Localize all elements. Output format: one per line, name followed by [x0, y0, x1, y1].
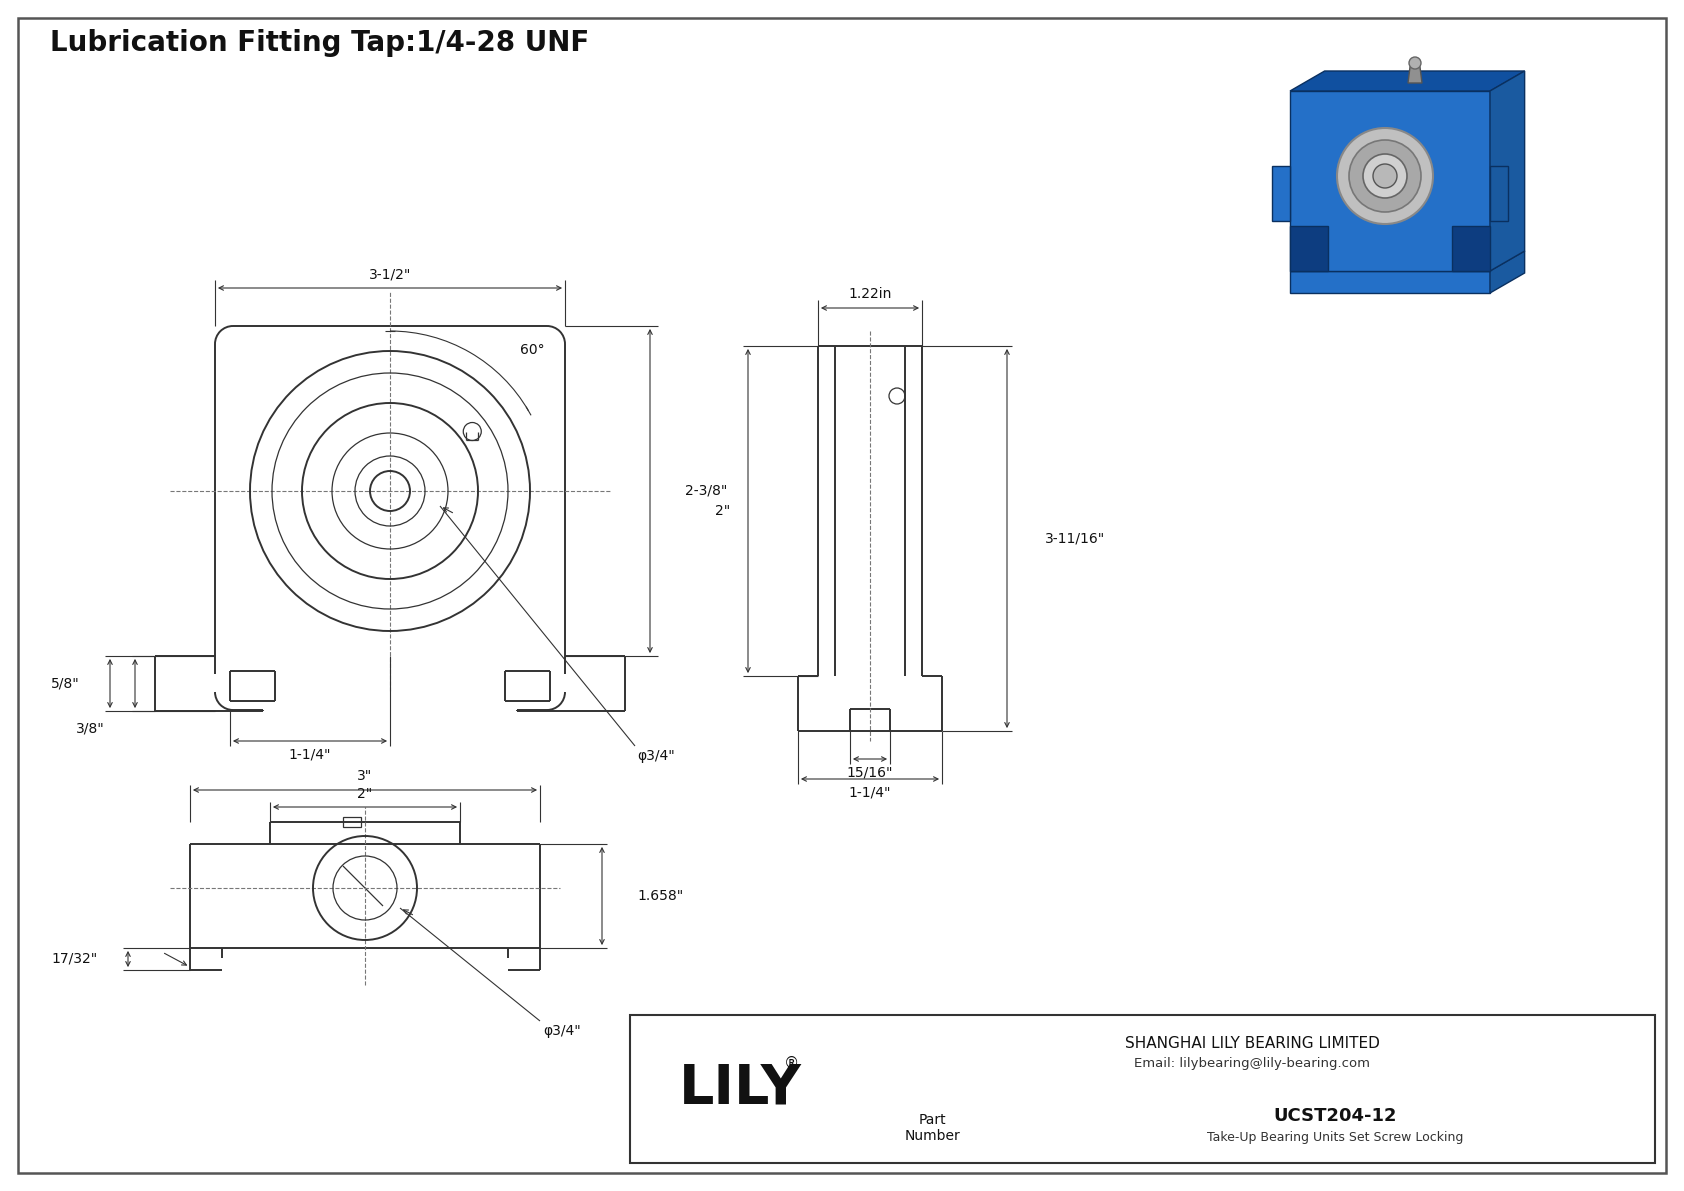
Text: 1-1/4": 1-1/4" [849, 786, 891, 800]
Text: 2-3/8": 2-3/8" [685, 484, 727, 498]
Text: 2": 2" [357, 787, 372, 802]
Text: Part
Number: Part Number [904, 1112, 960, 1143]
Text: Email: lilybearing@lily-bearing.com: Email: lilybearing@lily-bearing.com [1135, 1058, 1371, 1071]
Circle shape [1410, 57, 1421, 69]
Text: LILY: LILY [679, 1062, 802, 1116]
Text: 2": 2" [714, 504, 729, 518]
Text: 1-1/4": 1-1/4" [288, 748, 332, 762]
Text: 3-1/2": 3-1/2" [369, 267, 411, 281]
Circle shape [1337, 127, 1433, 224]
Polygon shape [1290, 272, 1490, 293]
Bar [630, 1015, 1655, 1162]
Text: UCST204-12: UCST204-12 [1273, 1106, 1396, 1125]
Text: Lubrication Fitting Tap:1/4-28 UNF: Lubrication Fitting Tap:1/4-28 UNF [51, 29, 589, 57]
Text: 5/8": 5/8" [51, 676, 81, 691]
Text: 3": 3" [357, 769, 372, 782]
Text: 17/32": 17/32" [52, 952, 98, 966]
Text: φ3/4": φ3/4" [542, 1024, 581, 1039]
Polygon shape [1271, 166, 1290, 222]
Polygon shape [1452, 226, 1490, 272]
Polygon shape [1490, 71, 1524, 272]
Text: 1.658": 1.658" [637, 888, 684, 903]
Polygon shape [1408, 67, 1421, 83]
Text: φ3/4": φ3/4" [637, 749, 675, 763]
Circle shape [1372, 164, 1398, 188]
Text: 3/8": 3/8" [76, 722, 104, 736]
Bar [344, 817, 360, 827]
Polygon shape [1490, 166, 1507, 222]
Text: SHANGHAI LILY BEARING LIMITED: SHANGHAI LILY BEARING LIMITED [1125, 1036, 1379, 1052]
Polygon shape [1290, 71, 1524, 91]
Polygon shape [1290, 226, 1329, 272]
Circle shape [1362, 154, 1408, 198]
Text: 60°: 60° [520, 343, 544, 357]
Text: 3-11/16": 3-11/16" [1046, 531, 1105, 545]
Text: Take-Up Bearing Units Set Screw Locking: Take-Up Bearing Units Set Screw Locking [1207, 1131, 1463, 1145]
Polygon shape [1290, 91, 1490, 272]
Text: ®: ® [785, 1055, 800, 1071]
Polygon shape [1490, 251, 1524, 293]
Text: 1.22in: 1.22in [849, 287, 893, 301]
Text: 15/16": 15/16" [847, 766, 893, 780]
Circle shape [1349, 141, 1421, 212]
